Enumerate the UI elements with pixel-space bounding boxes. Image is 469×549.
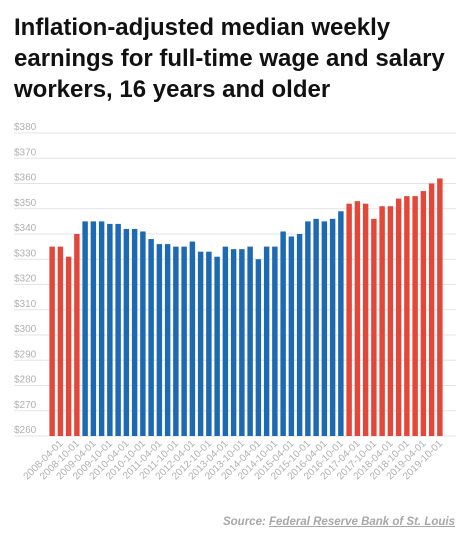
bar-2019-04-01	[420, 191, 427, 436]
y-tick-label: $380	[14, 122, 37, 133]
bar-2013-10-01	[239, 249, 245, 436]
source-prefix: Source:	[222, 516, 266, 528]
y-tick-label: $260	[14, 425, 37, 436]
bar-2011-10-01	[173, 246, 179, 437]
bar-2017-04-01	[354, 201, 361, 436]
bar-2018-01-01	[379, 206, 385, 436]
bar-2016-04-01	[321, 221, 328, 437]
bar-2017-01-01	[346, 203, 352, 436]
bar-2009-04-01	[90, 221, 97, 437]
bar-2011-07-01	[164, 244, 171, 436]
y-tick-label: $370	[14, 147, 37, 158]
bar-2015-01-01	[280, 231, 286, 436]
bar-2009-10-01	[107, 223, 113, 436]
y-tick-label: $360	[14, 173, 37, 184]
bar-2018-07-01	[395, 198, 402, 436]
bar-2010-07-01	[131, 228, 138, 436]
bar-2011-04-01	[156, 244, 163, 436]
y-tick-label: $320	[14, 274, 37, 285]
y-tick-label: $290	[14, 349, 37, 360]
bar-2012-10-01	[206, 251, 212, 436]
bar-2009-01-01	[82, 221, 88, 437]
bar-2012-04-01	[189, 241, 196, 436]
source-link[interactable]: Federal Reserve Bank of St. Louis	[269, 516, 455, 528]
bar-2010-10-01	[140, 231, 146, 436]
bar-2015-07-01	[296, 234, 303, 436]
bar-2016-10-01	[338, 211, 344, 436]
bar-2014-07-01	[263, 246, 270, 437]
bar-2012-07-01	[197, 251, 204, 436]
bar-2013-01-01	[214, 256, 220, 436]
bar-2017-07-01	[362, 203, 369, 436]
bar-2008-10-01	[74, 234, 80, 436]
y-tick-label: $310	[14, 299, 37, 310]
bar-2014-01-01	[247, 246, 253, 437]
bar-2017-10-01	[371, 218, 377, 436]
y-tick-label: $350	[14, 198, 37, 209]
bar-2010-01-01	[115, 223, 121, 436]
bar-2016-07-01	[329, 218, 336, 436]
y-axis-tick-labels: $260 $270 $280 $290 $300 $310 $320 $330 $340 $350…	[14, 122, 37, 436]
bar-2016-01-01	[313, 218, 319, 436]
bar-2009-07-01	[98, 221, 105, 437]
y-tick-label: $340	[14, 223, 37, 234]
bar-2019-07-01	[428, 183, 435, 436]
bar-2013-07-01	[230, 249, 237, 436]
bar-2018-04-01	[387, 206, 394, 436]
x-axis-tick-labels: 2008-04-012008-10-012009-04-012009-10-01…	[22, 438, 446, 482]
bar-2008-01-01	[49, 246, 55, 437]
bar-2014-10-01	[272, 246, 278, 437]
bar-2012-01-01	[181, 246, 187, 437]
y-tick-label: $330	[14, 248, 37, 259]
y-tick-label: $280	[14, 375, 37, 386]
source-note: Source: Federal Reserve Bank of St. Loui…	[223, 516, 455, 528]
bar-2008-07-01	[65, 256, 72, 436]
bar-2011-01-01	[148, 239, 154, 436]
bar-2015-04-01	[288, 236, 295, 436]
bar-2018-10-01	[404, 196, 410, 437]
bars	[49, 178, 443, 437]
y-tick-label: $300	[14, 324, 37, 335]
bar-2015-10-01	[305, 221, 311, 437]
bar-2014-04-01	[255, 259, 262, 436]
bar-2019-01-01	[412, 196, 418, 437]
chart-title: Inflation-adjusted median weekly earning…	[14, 14, 445, 103]
bar-2013-04-01	[222, 246, 229, 437]
bar-2010-04-01	[123, 228, 130, 436]
y-tick-label: $270	[14, 400, 37, 411]
bar-2019-10-01	[437, 178, 443, 436]
bar-2008-04-01	[57, 246, 64, 437]
